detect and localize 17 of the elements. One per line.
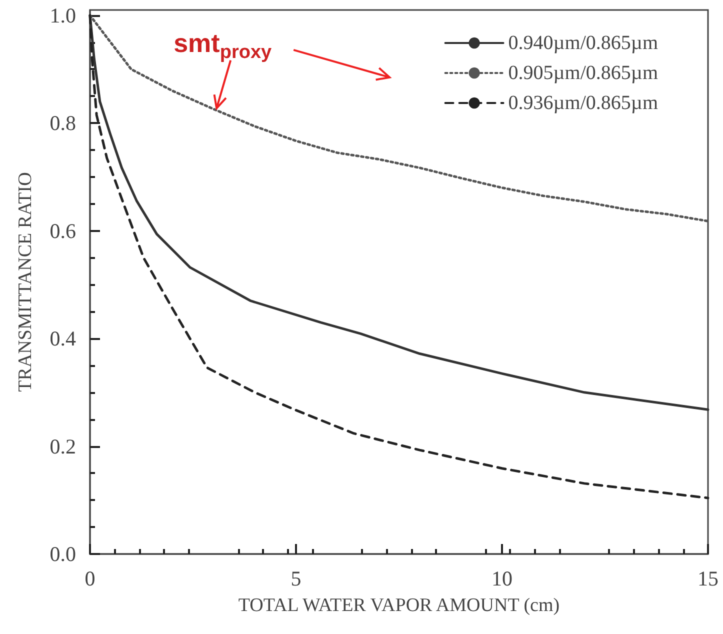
y-tick-label: 0.2 — [50, 434, 76, 458]
annotation: smt$_{proxy}$ — [174, 28, 272, 65]
x-tick-label: 15 — [698, 566, 718, 590]
x-tick-label: 0 — [84, 566, 96, 590]
y-tick-label: 0.8 — [50, 111, 76, 136]
x-axis-title: TOTAL WATER VAPOR AMOUNT (cm) — [238, 595, 560, 616]
legend-label: 0.940µm/0.865µm — [508, 32, 658, 54]
y-tick-label: 0.6 — [50, 218, 76, 243]
y-tick-label: 1.0 — [50, 3, 76, 28]
y-axis-title: TRANSMITTANCE RATIO — [15, 172, 36, 392]
y-tick-label: 0.0 — [50, 542, 76, 566]
legend-label: 0.905µm/0.865µm — [508, 62, 658, 84]
y-tick-label: 0.4 — [50, 326, 76, 351]
x-tick-label: 5 — [290, 566, 302, 590]
line-series — [88, 14, 710, 222]
x-tick-label: 10 — [492, 566, 512, 590]
legend-label: 0.936µm/0.865µm — [508, 92, 658, 114]
